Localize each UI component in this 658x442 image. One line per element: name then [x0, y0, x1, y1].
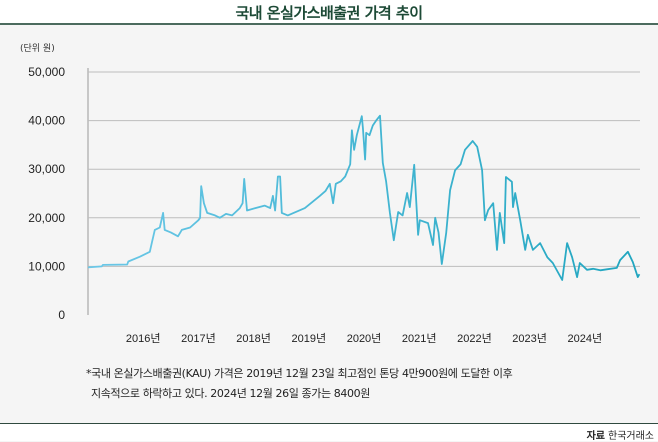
divider: [0, 423, 658, 424]
source-label: 자료: [586, 431, 605, 442]
price-line: [87, 114, 641, 281]
x-tick-label: 2018년: [236, 332, 271, 345]
annotation-line-1: *국내 온실가스배출권(KAU) 가격은 2019년 12월 23일 최고점인 …: [86, 367, 513, 380]
x-tick-label: 2021년: [402, 332, 437, 345]
source: 자료 한국거래소: [587, 427, 654, 442]
x-tick-label: 2020년: [347, 332, 382, 345]
x-tick-label: 2022년: [457, 332, 492, 345]
annotation-line-2: 지속적으로 하락하고 있다. 2024년 12월 26일 종가는 8400원: [91, 387, 370, 400]
y-tick-label: 40,000: [28, 114, 65, 128]
y-tick-label: 20,000: [28, 211, 65, 225]
annotation: *국내 온실가스배출권(KAU) 가격은 2019년 12월 23일 최고점인 …: [86, 364, 513, 404]
y-tick-label: 50,000: [28, 65, 65, 79]
title-bar: 국내 온실가스배출권 가격 추이: [0, 0, 658, 25]
footer: [0, 424, 658, 441]
chart-title: 국내 온실가스배출권 가격 추이: [235, 4, 423, 22]
y-tick-label: 0: [58, 308, 65, 322]
x-tick-label: 2024년: [568, 332, 603, 345]
y-tick-label: 30,000: [28, 162, 65, 176]
unit-label: (단위 원): [20, 44, 55, 54]
x-tick-label: 2017년: [181, 332, 216, 345]
x-tick-label: 2019년: [292, 332, 327, 345]
source-value: 한국거래소: [608, 431, 654, 442]
x-tick-label: 2016년: [126, 332, 161, 345]
y-tick-label: 10,000: [28, 259, 65, 273]
x-tick-label: 2023년: [512, 332, 547, 345]
